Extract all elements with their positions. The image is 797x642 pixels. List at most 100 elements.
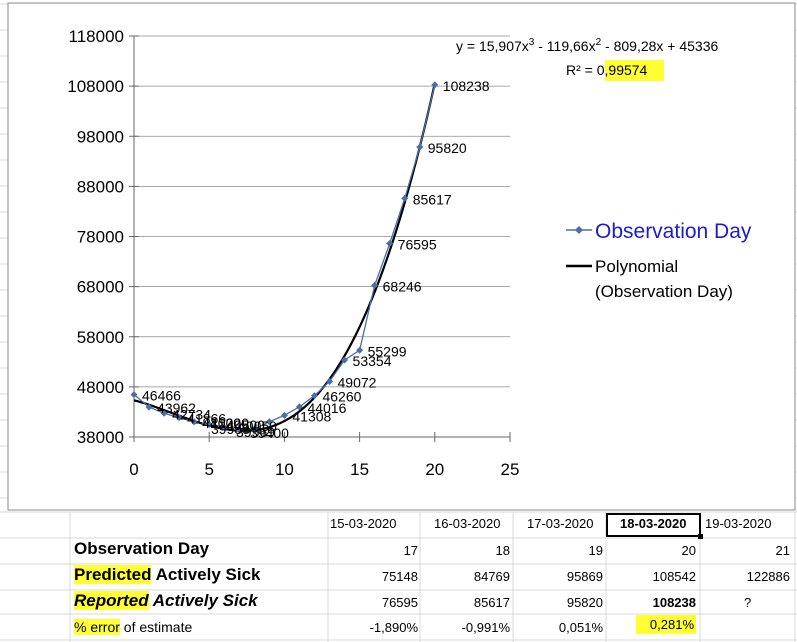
data-label: 41020 [210, 415, 249, 431]
data-point[interactable] [295, 403, 303, 411]
error-cell[interactable]: 0,051% [558, 620, 603, 635]
data-point[interactable] [175, 414, 183, 422]
data-label: 39400 [250, 425, 289, 441]
predicted-cell[interactable]: 122886 [746, 569, 790, 584]
data-label: 44016 [307, 400, 346, 416]
data-point[interactable] [220, 423, 228, 431]
predicted-cell[interactable]: 84769 [473, 569, 510, 584]
r2-highlight [605, 60, 664, 81]
date-cell[interactable]: 17-03-2020 [527, 516, 594, 531]
date-cell-selected[interactable]: 18-03-2020 [620, 516, 687, 531]
x-tick-label: 20 [425, 460, 444, 479]
observation-day-cell[interactable]: 21 [775, 543, 790, 558]
data-point[interactable] [280, 411, 288, 419]
reported-cell[interactable]: 85617 [473, 595, 510, 610]
trendline-equation: y = 15,907x3 - 119,66x2 - 809,28x + 4533… [456, 37, 719, 54]
date-cell[interactable]: 19-03-2020 [705, 516, 772, 531]
row-label-observation-day: Observation Day [74, 539, 210, 558]
reported-label-highlight: Reported [74, 591, 149, 610]
data-point[interactable] [401, 194, 409, 202]
error-label-highlight: % error [74, 619, 120, 635]
error-label-rest: of estimate [119, 619, 193, 635]
observation-day-cell[interactable]: 19 [588, 543, 603, 558]
data-point[interactable] [356, 346, 364, 354]
x-tick-labels: 0 5 10 15 20 25 [129, 460, 519, 479]
fill-handle[interactable] [698, 534, 703, 539]
data-point[interactable] [341, 356, 349, 364]
predicted-label-rest: Actively Sick [151, 565, 261, 584]
trendline [133, 83, 436, 432]
y-tick-label: 98000 [77, 127, 124, 146]
predicted-cell[interactable]: 108542 [652, 569, 696, 584]
error-cell[interactable]: -1,890% [369, 620, 418, 635]
data-point[interactable] [190, 418, 198, 426]
data-label: 49072 [338, 375, 377, 391]
data-label: 95820 [428, 140, 467, 156]
error-cell[interactable]: -0,991% [461, 620, 510, 635]
data-point[interactable] [235, 426, 243, 434]
data-point[interactable] [250, 425, 258, 433]
observation-day-cell[interactable]: 17 [403, 543, 418, 558]
data-label: 108238 [443, 78, 490, 94]
row-label-predicted: Predicted Actively Sick [74, 565, 261, 584]
data-point[interactable] [326, 378, 334, 386]
predicted-label-highlight: Predicted [74, 565, 152, 584]
data-label: 55299 [368, 343, 407, 359]
legend-series2-label-2: (Observation Day) [595, 282, 733, 301]
data-point[interactable] [205, 420, 213, 428]
row-label-error: % error of estimate [74, 619, 192, 635]
y-tick-labels: 38000 48000 58000 68000 78000 88000 98000 10800… [67, 27, 124, 447]
x-tick-label: 10 [275, 460, 294, 479]
x-tick-label: 5 [204, 460, 213, 479]
reported-cell[interactable]: ? [744, 595, 752, 610]
chart-axes [129, 35, 511, 442]
data-label: 43962 [157, 400, 196, 416]
legend-series2-label-1: Polynomial [595, 257, 678, 276]
data-point[interactable] [160, 409, 168, 417]
data-point[interactable] [265, 418, 273, 426]
selected-cell-border [606, 513, 701, 537]
r2-value: 0,99574 [597, 62, 648, 78]
data-point[interactable] [431, 81, 439, 89]
reported-cell[interactable]: 108238 [652, 595, 696, 610]
data-label: 46466 [142, 388, 181, 404]
data-label: 39959 [211, 421, 250, 437]
data-point[interactable] [310, 392, 318, 400]
data-label: 42734 [172, 406, 211, 422]
predicted-cell[interactable]: 95869 [566, 569, 603, 584]
error-value-highlighted: 0,281% [635, 615, 696, 634]
observation-day-cell[interactable]: 20 [681, 543, 696, 558]
data-point[interactable] [371, 281, 379, 289]
y-tick-label: 68000 [77, 278, 124, 297]
y-tick-label: 108000 [67, 77, 124, 96]
data-point[interactable] [145, 403, 153, 411]
predicted-cell[interactable]: 75148 [381, 569, 418, 584]
data-label: 39569 [236, 424, 275, 440]
data-label: 40050 [238, 418, 277, 434]
reported-cell[interactable]: 95820 [566, 595, 603, 610]
date-cell[interactable]: 16-03-2020 [434, 516, 501, 531]
y-tick-label: 88000 [77, 177, 124, 196]
y-tick-label: 78000 [77, 228, 124, 247]
error-cell-highlight[interactable]: 0,281% [627, 615, 696, 634]
observation-day-cell[interactable]: 18 [495, 543, 510, 558]
row-label-reported: Reported Actively Sick [74, 591, 258, 610]
y-tick-label: 118000 [69, 27, 124, 46]
data-point[interactable] [386, 240, 394, 248]
chart-frame[interactable] [7, 2, 796, 511]
data-label: 76595 [398, 237, 437, 253]
reported-cell[interactable]: 76595 [381, 595, 418, 610]
data-label: 53354 [353, 353, 392, 369]
date-cell[interactable]: 15-03-2020 [330, 516, 397, 531]
data-label: 46260 [322, 389, 361, 405]
data-point[interactable] [416, 143, 424, 151]
series-group [130, 81, 439, 434]
trendline-group [133, 83, 436, 432]
y-tick-label: 38000 [77, 428, 124, 447]
data-label: 41020 [202, 415, 241, 431]
y-tick-label: 48000 [77, 378, 124, 397]
legend-series1-label: Observation Day [595, 220, 752, 243]
data-point[interactable] [130, 391, 138, 399]
